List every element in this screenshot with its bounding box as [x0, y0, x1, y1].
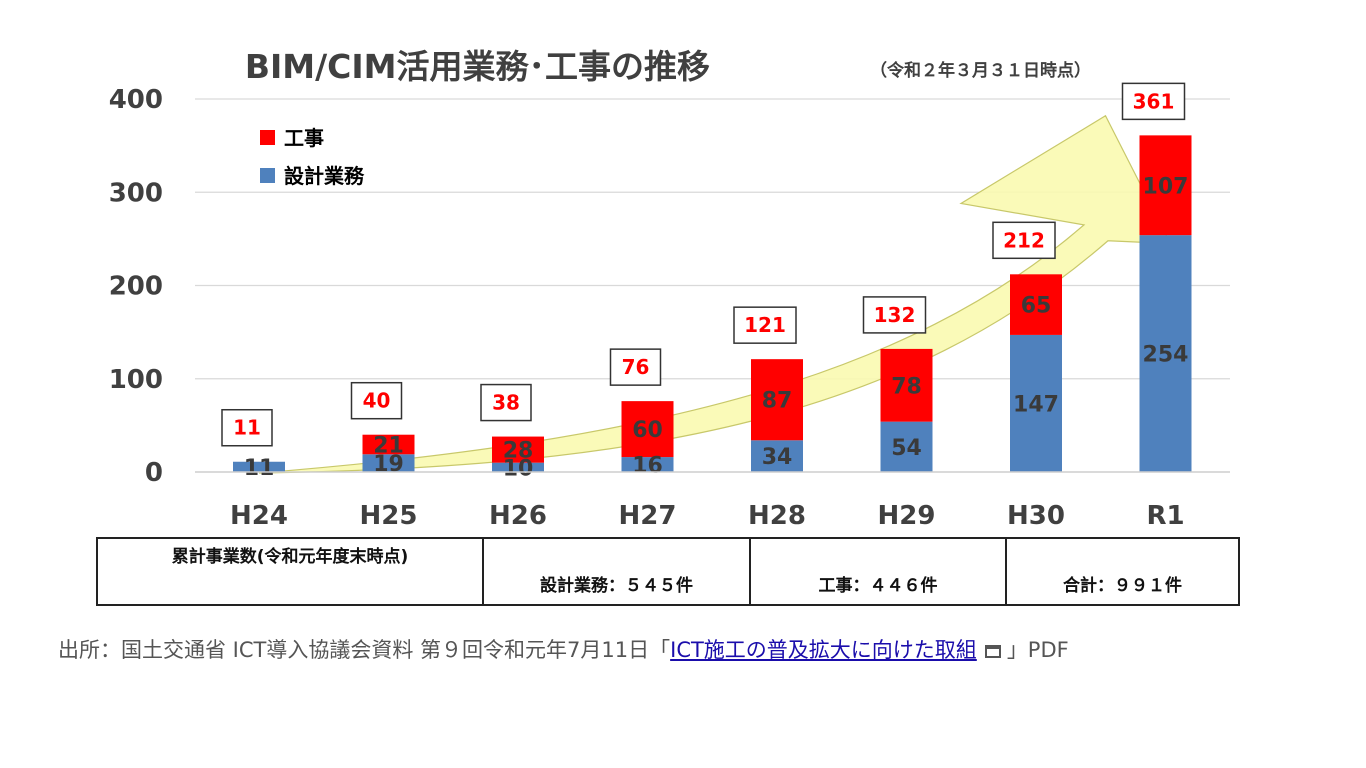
y-tick-label: 200 [109, 272, 163, 302]
data-label-design: 34 [762, 445, 793, 470]
chart-title: BIM/CIM活用業務･工事の推移 [245, 47, 710, 86]
x-tick-label: H29 [878, 501, 936, 531]
bar-design-H24 [233, 461, 285, 472]
bar-design-H29 [880, 421, 933, 472]
total-label-box [350, 381, 403, 420]
bar-design-H25 [362, 454, 415, 472]
bar-construction-R1 [1139, 135, 1192, 236]
x-tick-label: H26 [489, 501, 547, 531]
y-tick-label: 300 [109, 178, 163, 208]
total-label: 361 [1133, 89, 1175, 113]
legend-swatch-design [260, 168, 275, 183]
summary-header-cell: 累計事業数(令和元年度末時点) [96, 537, 484, 606]
bar-design-H26 [492, 462, 544, 472]
bar-design-H28 [751, 440, 803, 472]
bar-construction-H29 [880, 348, 933, 422]
total-label: 38 [492, 391, 520, 415]
axes: 0 100 200 300 400 H24 H25 H26 H27 H28 H29 H30 R1 [109, 85, 1230, 531]
external-window-icon [984, 644, 1001, 658]
data-label-design: 54 [891, 436, 922, 461]
total-label-box [480, 383, 532, 422]
source-suffix: 」PDF [1006, 638, 1069, 662]
summary-design-cell: 設計業務：５４５件 [482, 537, 751, 606]
total-label-box [992, 221, 1056, 260]
legend-label-construction: 工事 [284, 126, 324, 150]
total-label: 76 [622, 355, 650, 379]
summary-construction-cell: 工事：４４６件 [749, 537, 1007, 606]
data-label-construction: 78 [891, 374, 922, 399]
total-label-box [862, 296, 927, 334]
source-prefix: 出所：国土交通省 ICT導入協議会資料 第９回令和元年7月11日「 [58, 638, 671, 662]
bar-construction-H28 [751, 359, 803, 441]
total-label-box [733, 306, 797, 344]
total-label: 121 [744, 313, 786, 337]
source-link[interactable]: ICT施工の普及拡大に向けた取組 [670, 638, 977, 662]
y-tick-label: 0 [145, 458, 163, 488]
data-label-design: 10 [503, 456, 534, 481]
chart-subtitle: （令和２年３月３１日時点） [870, 60, 1091, 81]
x-tick-label: H28 [748, 501, 806, 531]
data-label-design: 147 [1013, 392, 1059, 417]
total-label-box [1121, 82, 1186, 121]
x-tick-label: H30 [1007, 501, 1065, 531]
data-label-construction: 107 [1143, 174, 1189, 199]
y-tick-label: 400 [109, 85, 163, 115]
data-label-design: 254 [1143, 343, 1189, 368]
summary-table: 累計事業数(令和元年度末時点) 設計業務：５４５件 工事：４４６件 合計：９９１… [96, 537, 1240, 606]
trend-arrow [258, 114, 1172, 474]
trend-arrow-shape [258, 114, 1172, 474]
x-tick-label: H24 [230, 501, 288, 531]
x-tick-label: H25 [360, 501, 418, 531]
total-label-box [609, 348, 662, 386]
data-label-design: 16 [632, 454, 663, 479]
x-tick-label: R1 [1146, 501, 1184, 531]
data-label-design: 11 [244, 456, 275, 481]
bar-design-H27 [621, 457, 674, 472]
summary-row: 累計事業数(令和元年度末時点) 設計業務：５４５件 工事：４４６件 合計：９９１… [96, 537, 1240, 606]
total-label-box [221, 408, 273, 447]
data-label-construction: 65 [1021, 294, 1052, 319]
total-label: 212 [1003, 228, 1045, 252]
bar-design-R1 [1139, 235, 1192, 472]
legend-label-design: 設計業務 [284, 164, 365, 188]
data-label-construction: 28 [503, 439, 534, 464]
bar-design-H30 [1010, 334, 1062, 472]
data-label-construction: 87 [762, 389, 793, 414]
bar-construction-H27 [621, 401, 674, 458]
data-label-design: 19 [373, 452, 404, 477]
legend: 工事 設計業務 [260, 126, 365, 188]
bars [233, 135, 1192, 472]
source-citation: 出所：国土交通省 ICT導入協議会資料 第９回令和元年7月11日「ICT施工の普… [58, 632, 1218, 669]
data-label-construction: 21 [373, 433, 404, 458]
x-tick-label: H27 [619, 501, 677, 531]
total-label: 40 [363, 389, 391, 413]
bar-construction-H30 [1010, 274, 1062, 335]
total-label: 132 [874, 303, 916, 327]
legend-swatch-construction [260, 130, 275, 145]
y-tick-label: 100 [109, 365, 163, 395]
bar-construction-H26 [492, 436, 544, 463]
summary-total-cell: 合計：９９１件 [1005, 537, 1240, 606]
bar-construction-H25 [362, 434, 415, 455]
data-label-construction: 60 [632, 418, 663, 443]
total-label: 11 [233, 416, 261, 440]
